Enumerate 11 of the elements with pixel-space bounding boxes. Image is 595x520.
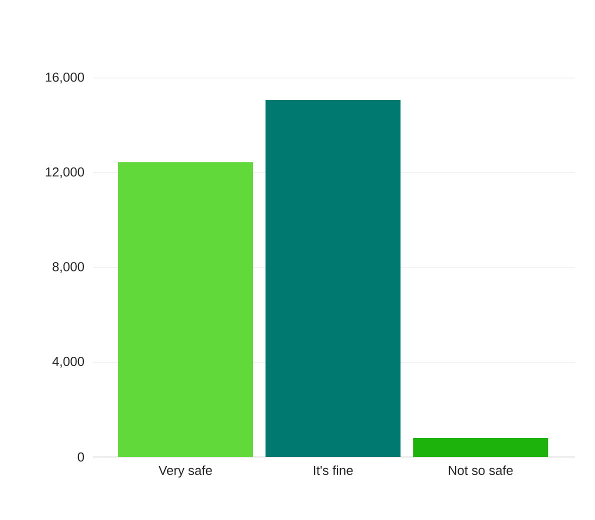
y-tick-label: 0 — [78, 452, 84, 462]
bar — [118, 162, 254, 457]
y-tick-label: 8,000 — [52, 262, 84, 273]
y-tick-label: 16,000 — [46, 72, 84, 84]
x-tick-label: It's fine — [314, 465, 353, 476]
bar — [413, 438, 548, 457]
x-tick-label: Very safe — [158, 466, 212, 478]
x-tick-label: Not so safe — [448, 466, 513, 475]
bar — [266, 100, 401, 457]
y-tick-label: 4,000 — [52, 356, 84, 368]
y-tick-label: 12,000 — [46, 167, 84, 178]
